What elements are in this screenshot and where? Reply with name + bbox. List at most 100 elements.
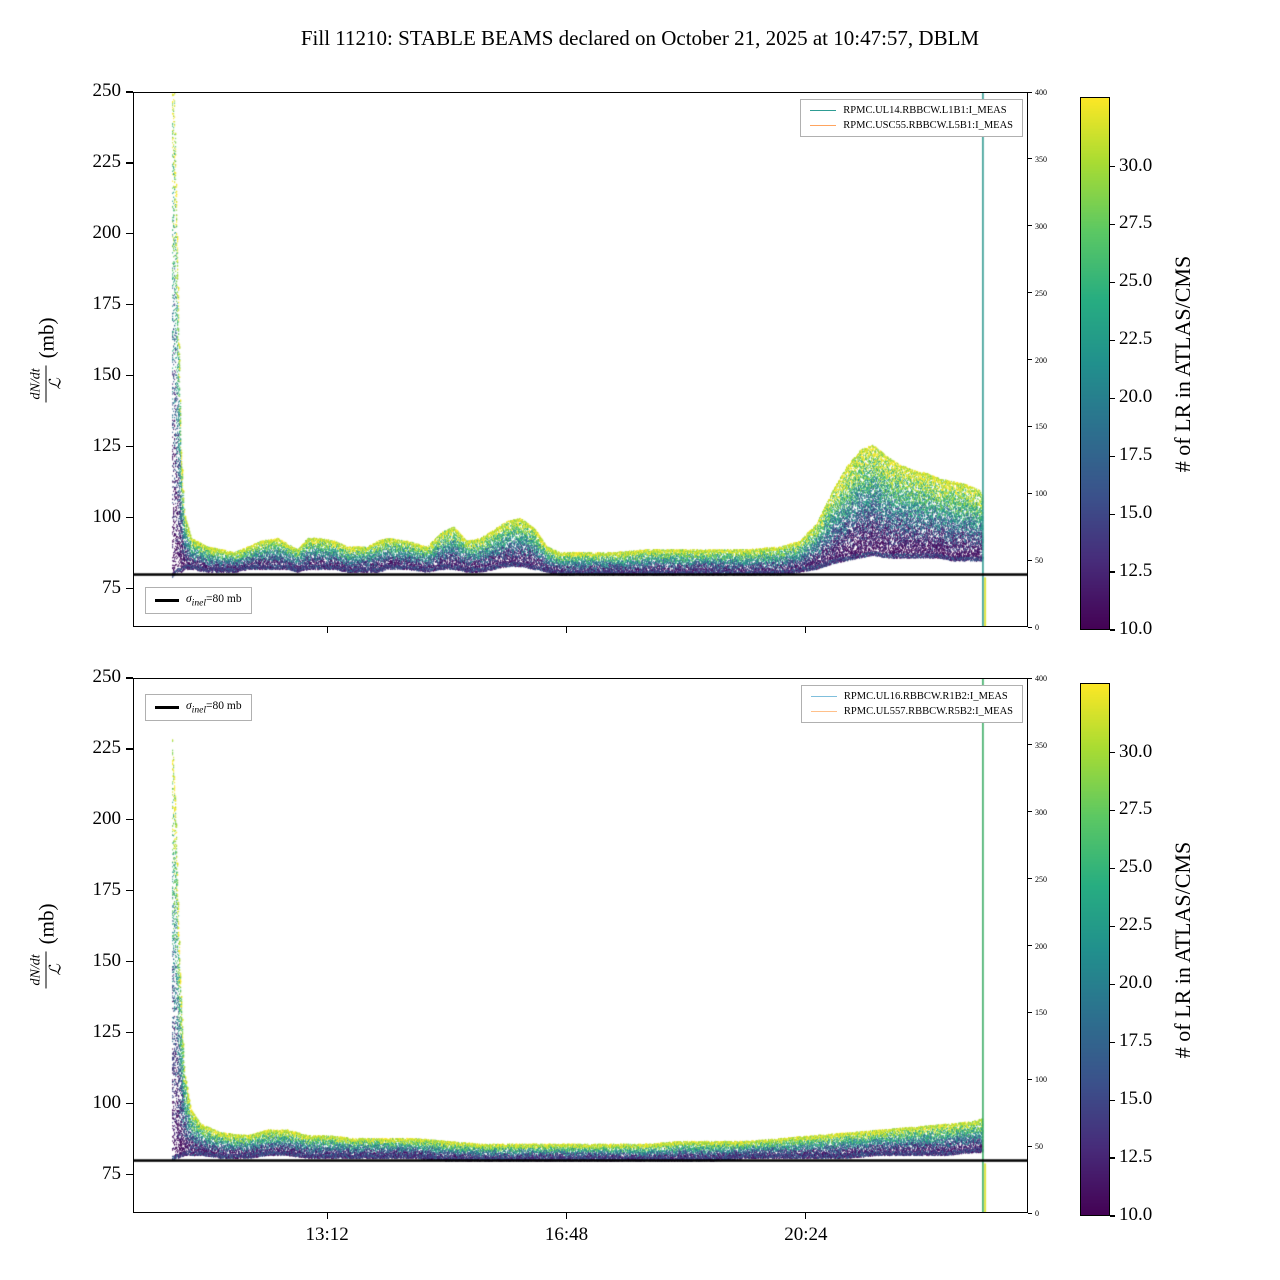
y-tick-label: 125 <box>92 434 122 456</box>
x-tick-mark <box>326 1213 328 1219</box>
y-tick-mark <box>126 677 133 679</box>
colorbar-tick-label: 12.5 <box>1119 560 1153 582</box>
right-axis-tick-mark <box>1028 225 1032 227</box>
right-axis-tick-label: 350 <box>1035 154 1047 164</box>
colorbar-tick-mark <box>1110 983 1115 985</box>
right-axis-tick-label: 50 <box>1035 556 1043 566</box>
legend-line-sample <box>810 125 837 126</box>
x-tick-label: 16:48 <box>544 1224 589 1245</box>
y-tick-mark <box>126 890 133 892</box>
sigma-legend: σinel=80 mb <box>145 587 252 615</box>
colorbar-axis-label: # of LR in ATLAS/CMS <box>1170 841 1195 1058</box>
colorbar-tick-mark <box>1110 629 1115 631</box>
colorbar-top <box>1080 97 1110 630</box>
y-tick-label: 100 <box>92 1091 122 1113</box>
y-axis-label: dN/dt ℒ (mb) <box>29 903 65 988</box>
y-axis-denominator: ℒ <box>47 377 65 390</box>
right-axis-tick-label: 350 <box>1035 740 1047 750</box>
y-tick-label: 225 <box>92 150 122 172</box>
colorbar-tick-mark <box>1110 1157 1115 1159</box>
colorbar-tick-label: 30.0 <box>1119 740 1153 762</box>
x-tick-mark <box>805 1213 807 1219</box>
series-legend: RPMC.UL14.RBBCW.L1B1:I_MEAS RPMC.USC55.RB… <box>800 99 1023 137</box>
colorbar-tick-mark <box>1110 867 1115 869</box>
right-axis-tick-label: 200 <box>1035 941 1047 951</box>
colorbar-tick-label: 12.5 <box>1119 1146 1153 1168</box>
y-tick-label: 250 <box>92 666 122 687</box>
colorbar-tick-mark <box>1110 455 1115 457</box>
sigma-label: σinel=80 mb <box>186 700 242 716</box>
colorbar-tick-label: 15.0 <box>1119 1088 1153 1110</box>
y-tick-mark <box>126 375 133 377</box>
legend-label: RPMC.UL16.RBBCW.R1B2:I_MEAS <box>843 691 1008 702</box>
right-axis-tick-label: 100 <box>1035 1075 1047 1085</box>
figure-title: Fill 11210: STABLE BEAMS declared on Oct… <box>300 26 980 50</box>
y-tick-mark <box>126 961 133 963</box>
y-tick-mark <box>126 748 133 750</box>
legend-line-sample <box>810 696 837 697</box>
colorbar-tick-label: 20.0 <box>1119 386 1153 408</box>
right-axis-tick-mark <box>1028 1145 1032 1147</box>
right-axis-tick-mark <box>1028 744 1032 746</box>
y-tick-label: 200 <box>92 221 122 243</box>
right-axis-tick-mark <box>1028 559 1032 561</box>
plot-canvas-bottom <box>133 678 1028 1213</box>
colorbar-tick-label: 22.5 <box>1119 328 1153 350</box>
right-axis-tick-mark <box>1028 359 1032 360</box>
colorbar-tick-label: 17.5 <box>1119 1030 1153 1052</box>
y-axis-unit: (mb) <box>34 317 59 358</box>
legend-label: RPMC.UL14.RBBCW.L1B1:I_MEAS <box>843 105 1007 116</box>
sigma-legend-row: σinel=80 mb <box>155 700 242 715</box>
right-axis-tick-mark <box>1028 292 1032 294</box>
y-tick-label: 250 <box>92 80 122 101</box>
colorbar-tick-label: 22.5 <box>1119 914 1153 936</box>
right-axis-tick-label: 400 <box>1035 674 1047 683</box>
y-tick-label: 75 <box>102 576 121 598</box>
right-axis-tick-label: 200 <box>1035 355 1047 365</box>
right-axis-tick-label: 150 <box>1035 422 1047 432</box>
right-axis-tick-label: 250 <box>1035 874 1047 884</box>
sigma-legend-row: σinel=80 mb <box>155 593 242 608</box>
colorbar-tick-label: 25.0 <box>1119 856 1153 878</box>
colorbar-tick-mark <box>1110 751 1115 754</box>
right-axis-tick-label: 150 <box>1035 1008 1047 1018</box>
right-axis-tick-mark <box>1028 1212 1032 1214</box>
colorbar-tick-mark <box>1110 1215 1115 1217</box>
legend-row: RPMC.UL557.RBBCW.R5B2:I_MEAS <box>810 706 1013 717</box>
colorbar-tick-label: 15.0 <box>1119 502 1153 524</box>
right-axis-tick-mark <box>1028 91 1032 93</box>
right-axis-tick-label: 100 <box>1035 489 1047 499</box>
right-axis-tick-mark <box>1028 945 1032 946</box>
colorbar-bottom <box>1080 683 1110 1216</box>
right-axis-tick-mark <box>1028 1078 1032 1080</box>
y-tick-mark <box>126 233 133 235</box>
y-tick-mark <box>126 304 133 306</box>
y-tick-label: 175 <box>92 292 122 314</box>
y-tick-label: 200 <box>92 807 122 829</box>
colorbar-tick-label: 30.0 <box>1119 154 1153 176</box>
y-axis-fraction: dN/dt ℒ <box>29 364 65 402</box>
right-axis-tick-mark <box>1028 878 1032 880</box>
y-tick-mark <box>126 819 133 821</box>
legend-row: RPMC.USC55.RBBCW.L5B1:I_MEAS <box>810 120 1013 131</box>
right-axis-tick-mark <box>1028 158 1032 160</box>
colorbar-tick-label: 27.5 <box>1119 798 1153 820</box>
legend-line-sample <box>810 110 837 111</box>
colorbar-tick-label: 25.0 <box>1119 270 1153 292</box>
colorbar-tick-mark <box>1110 513 1115 515</box>
legend-line-sample <box>810 711 837 712</box>
y-tick-label: 225 <box>92 736 122 758</box>
x-tick-label: 20:24 <box>784 1224 828 1245</box>
colorbar-tick-mark <box>1110 809 1115 812</box>
y-tick-label: 175 <box>92 878 122 900</box>
y-tick-mark <box>126 91 133 93</box>
colorbar-tick-label: 20.0 <box>1119 972 1153 994</box>
colorbar-tick-mark <box>1110 281 1115 283</box>
x-tick-mark <box>565 627 568 633</box>
right-axis-tick-label: 300 <box>1035 807 1047 817</box>
colorbar-tick-mark <box>1110 1099 1115 1101</box>
colorbar-tick-mark <box>1110 1041 1115 1043</box>
colorbar-tick-label: 10.0 <box>1119 618 1153 639</box>
y-axis-numerator: dN/dt <box>29 950 47 988</box>
y-axis-denominator: ℒ <box>47 963 65 976</box>
